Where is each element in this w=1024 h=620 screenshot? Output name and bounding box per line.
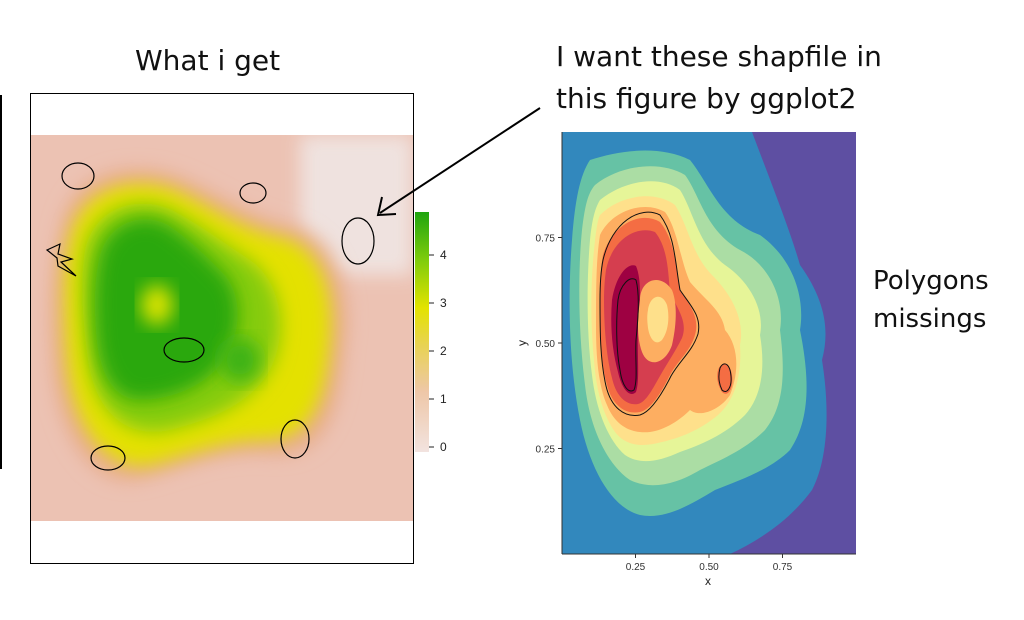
contour-outline-lines [599, 211, 732, 416]
arrow-head [376, 196, 397, 217]
x-axis-label: x [705, 574, 711, 588]
legend-tick-label: 2 [440, 344, 447, 358]
polygons-note-line2: missings [873, 304, 987, 334]
x-tick-label: 0.75 [773, 562, 793, 573]
shapefile-polygons [45, 162, 375, 471]
y-axis-label: y [515, 340, 529, 346]
legend-colorbar [415, 212, 429, 452]
y-tick-label: 0.50 [536, 339, 556, 350]
left-figure-title: What i get [135, 44, 281, 77]
contour-line [599, 211, 700, 416]
polygon-ellipse [90, 445, 126, 471]
left-legend: 0 1 2 3 4 [415, 212, 447, 454]
annotation-arrow [376, 107, 541, 217]
left-heatmap-yellow-hole [141, 285, 173, 325]
polygon-ellipse [163, 337, 205, 363]
y-tick-label: 0.75 [536, 234, 556, 245]
contour-line [718, 363, 732, 392]
left-edge-divider [0, 95, 2, 469]
right-axes: 0.25 0.50 0.75 0.75 0.50 0.25 x y [515, 132, 856, 588]
legend-tick-label: 3 [440, 296, 447, 310]
polygon-ellipse [239, 182, 267, 204]
polygon-ellipse [280, 419, 310, 459]
right-annotation-text: I want these shapfile in this figure by … [556, 36, 882, 120]
x-tick-label: 0.50 [699, 562, 719, 573]
contour-line [616, 278, 639, 392]
polygon-lightning [45, 242, 77, 277]
right-annotation-line2: this figure by ggplot2 [556, 82, 857, 115]
polygon-ellipse [61, 162, 95, 190]
left-heatmap-green-patch [220, 338, 260, 382]
arrow-shaft [379, 107, 541, 214]
y-tick-label: 0.25 [536, 445, 556, 456]
legend-tick-label: 4 [440, 248, 447, 262]
x-tick-label: 0.25 [626, 562, 646, 573]
left-heatmap [31, 135, 413, 521]
contour-small-island [717, 363, 733, 394]
legend-tick-label: 1 [440, 392, 447, 406]
legend-tick-label: 0 [440, 440, 447, 454]
polygons-missing-note: Polygons missings [873, 262, 989, 338]
right-annotation-line1: I want these shapfile in [556, 40, 882, 73]
contour-center-hole [647, 296, 669, 343]
polygons-note-line1: Polygons [873, 266, 989, 296]
right-contour-plot: 0.25 0.50 0.75 0.75 0.50 0.25 x y [515, 132, 856, 588]
polygon-ellipse [341, 217, 375, 265]
legend-ticks: 0 1 2 3 4 [429, 248, 447, 454]
